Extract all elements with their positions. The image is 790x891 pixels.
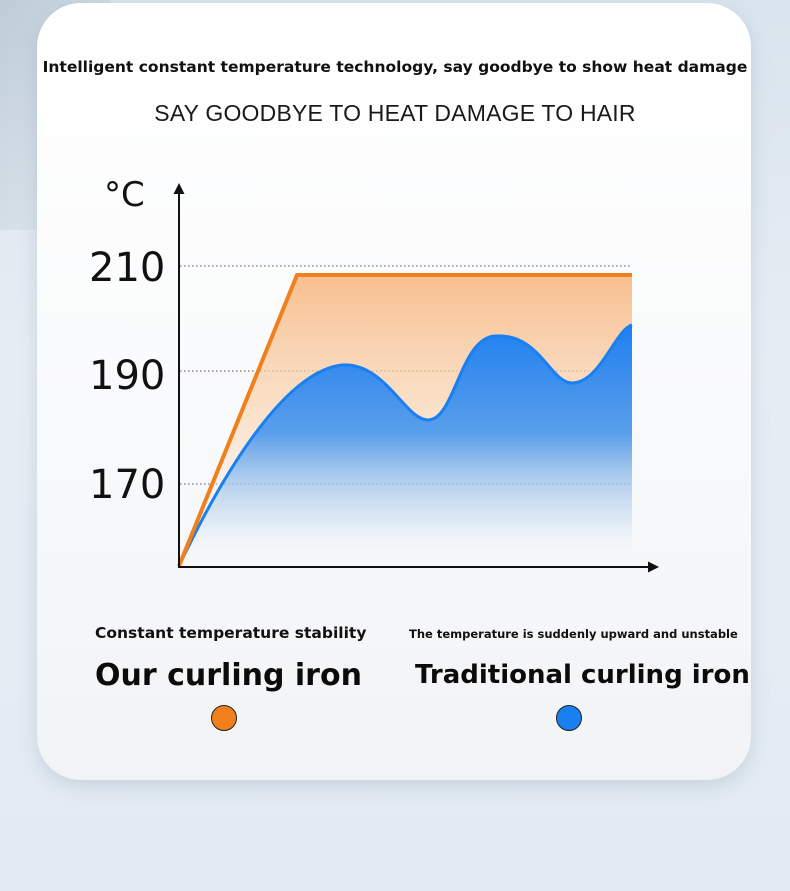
y-axis-arrow [173,183,185,194]
y-unit-label: °C [104,175,145,215]
axes [173,183,659,573]
headline: Intelligent constant temperature technol… [42,58,748,76]
y-tick-label: 190 [89,353,165,399]
subheadline: SAY GOODBYE TO HEAT DAMAGE TO HAIR [154,100,636,126]
y-tick-label: 170 [89,462,165,508]
legend-right-description: The temperature is suddenly upward and u… [409,627,738,641]
legend-left-description: Constant temperature stability [95,624,367,642]
legend-left-name: Our curling iron [95,658,362,693]
legend-right-swatch [556,705,582,731]
legend-right-name: Traditional curling iron [415,660,750,690]
series-our-line [177,273,632,567]
series-traditional-line [177,323,633,567]
x-axis-arrow [648,561,659,573]
legend-left-swatch [211,705,237,731]
blue-area [179,325,632,566]
y-tick-label: 210 [89,245,165,291]
